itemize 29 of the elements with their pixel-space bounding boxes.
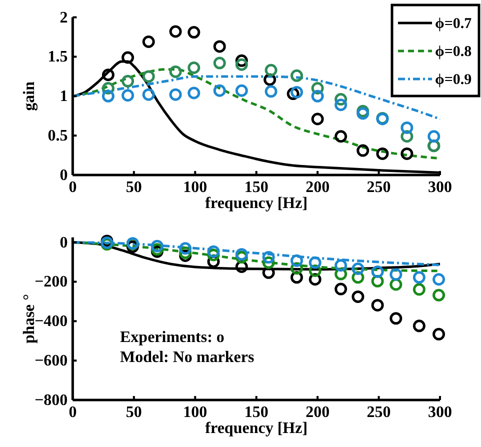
y-tick-label: −200	[34, 274, 68, 291]
x-tick-label: 150	[244, 179, 268, 196]
x-axis-title: frequency [Hz]	[205, 420, 308, 437]
y-tick-label: −600	[34, 352, 68, 370]
x-tick-label: 250	[366, 404, 391, 421]
y-tick-label: 0.5	[48, 128, 68, 145]
x-tick-label: 50	[126, 179, 142, 196]
annotation: Experiments: o	[120, 329, 224, 346]
y-tick-label: 0	[60, 167, 68, 184]
annotation: Model: No markers	[120, 349, 254, 366]
x-tick-label: 300	[428, 179, 452, 196]
x-axis-title: frequency [Hz]	[205, 195, 308, 212]
legend-label: ϕ=0.8	[435, 44, 472, 60]
y-tick-label: 2	[60, 9, 68, 26]
x-tick-label: 150	[244, 404, 268, 421]
y-tick-label: −800	[34, 392, 68, 409]
x-tick-label: 50	[126, 404, 142, 421]
y-tick-label: 1	[60, 88, 68, 106]
x-tick-label: 200	[306, 404, 330, 421]
legend-label: ϕ=0.7	[435, 16, 472, 32]
y-tick-label: 1.5	[48, 48, 68, 66]
x-tick-label: 250	[366, 179, 391, 196]
x-tick-label: 200	[306, 179, 330, 196]
x-tick-label: 300	[428, 404, 452, 421]
legend-label: ϕ=0.9	[435, 72, 472, 88]
y-tick-label: 0	[60, 234, 68, 252]
y-axis-title: gain	[21, 81, 38, 111]
x-tick-label: 100	[183, 179, 208, 196]
x-tick-label: 100	[183, 404, 208, 421]
